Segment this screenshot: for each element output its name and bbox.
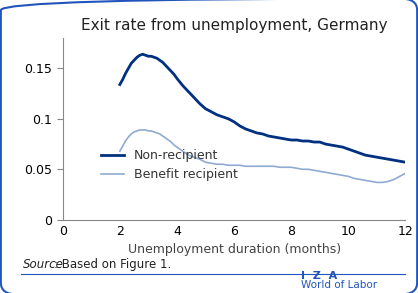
X-axis label: Unemployment duration (months): Unemployment duration (months) <box>127 243 341 256</box>
Text: Source: Source <box>23 258 64 271</box>
Legend: Non-recipient, Benefit recipient: Non-recipient, Benefit recipient <box>97 144 243 186</box>
Text: : Based on Figure 1.: : Based on Figure 1. <box>54 258 172 271</box>
Text: I  Z  A: I Z A <box>301 271 337 281</box>
Text: World of Labor: World of Labor <box>301 280 377 290</box>
Title: Exit rate from unemployment, Germany: Exit rate from unemployment, Germany <box>81 18 387 33</box>
